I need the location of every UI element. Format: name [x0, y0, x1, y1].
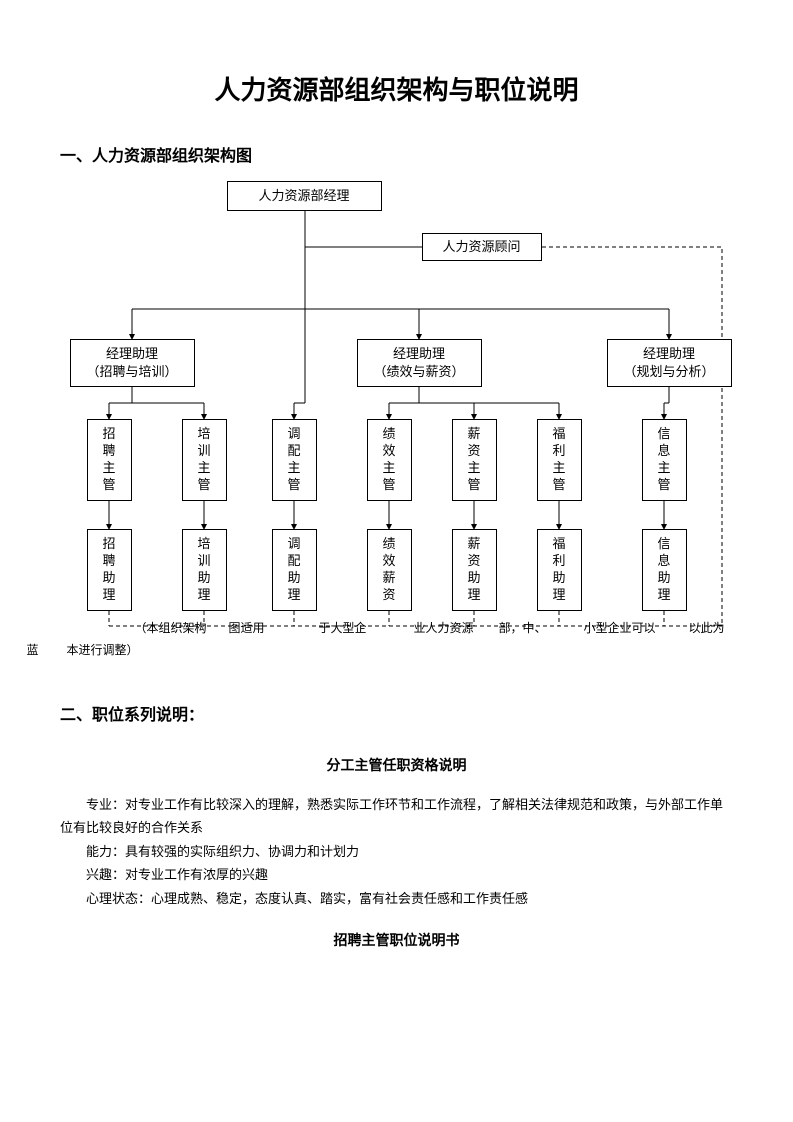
node-assistant-recruit-train: 经理助理 （招聘与培训）: [70, 339, 195, 387]
footnote-frag: 图适用: [229, 619, 265, 636]
footnote-frag: 于大型企: [319, 619, 367, 636]
node-sup-info: 信息主管: [642, 419, 687, 501]
footnote-frag: 本进行调整）: [67, 641, 139, 658]
node-sup-perf: 绩效主管: [367, 419, 412, 501]
node-text-l2: （规划与分析）: [623, 363, 714, 381]
node-hr-consultant: 人力资源顾问: [422, 233, 542, 261]
t: 薪资主管: [467, 426, 480, 494]
qual-line-3: 兴趣：对专业工作有浓厚的兴趣: [60, 863, 733, 886]
node-assistant-perf-pay: 经理助理 （绩效与薪资）: [357, 339, 482, 387]
node-hr-manager: 人力资源部经理: [227, 181, 382, 211]
footnote-frag: 以此为: [689, 619, 725, 636]
t: 信息助理: [657, 536, 670, 604]
footnote-frag: 业人力资源: [414, 619, 474, 636]
node-asst-perf: 绩效薪资: [367, 529, 412, 611]
qual-line-4: 心理状态：心理成熟、稳定，态度认真、踏实，富有社会责任感和工作责任感: [60, 887, 733, 910]
t: 培训助理: [197, 536, 210, 604]
footnote-frag: （本组织架构: [135, 619, 207, 636]
node-sup-welfare: 福利主管: [537, 419, 582, 501]
t: 调配主管: [287, 426, 300, 494]
node-assistant-plan-analysis: 经理助理 （规划与分析）: [607, 339, 732, 387]
t: 福利主管: [552, 426, 565, 494]
node-text-l1: 经理助理: [106, 345, 158, 363]
qualification-heading: 分工主管任职资格说明: [60, 755, 733, 775]
node-asst-train: 培训助理: [182, 529, 227, 611]
node-text: 人力资源部经理: [258, 187, 349, 205]
footnote-frag: 小型企业可以: [584, 619, 656, 636]
section-2-heading: 二、职位系列说明：: [60, 701, 733, 725]
node-text-l1: 经理助理: [393, 345, 445, 363]
section-1-heading: 一、人力资源部组织架构图: [60, 142, 733, 166]
node-sup-recruit: 招聘主管: [87, 419, 132, 501]
node-asst-deploy: 调配助理: [272, 529, 317, 611]
node-sup-deploy: 调配主管: [272, 419, 317, 501]
t: 薪资助理: [467, 536, 480, 604]
t: 招聘主管: [102, 426, 115, 494]
job-spec-heading: 招聘主管职位说明书: [60, 930, 733, 950]
t: 福利助理: [552, 536, 565, 604]
node-text: 人力资源顾问: [442, 238, 520, 256]
t: 绩效主管: [382, 426, 395, 494]
node-text-l1: 经理助理: [643, 345, 695, 363]
node-asst-welfare: 福利助理: [537, 529, 582, 611]
node-asst-recruit: 招聘助理: [87, 529, 132, 611]
t: 招聘助理: [102, 536, 115, 604]
t: 培训主管: [197, 426, 210, 494]
page-title: 人力资源部组织架构与职位说明: [60, 70, 733, 107]
t: 绩效薪资: [382, 536, 395, 604]
node-text-l2: （绩效与薪资）: [373, 363, 464, 381]
qual-line-1: 专业：对专业工作有比较深入的理解，熟悉实际工作环节和工作流程，了解相关法律规范和…: [60, 793, 733, 840]
node-sup-pay: 薪资主管: [452, 419, 497, 501]
org-chart: 人力资源部经理 人力资源顾问 经理助理 （招聘与培训） 经理助理 （绩效与薪资）…: [67, 181, 727, 681]
footnote-frag: 部，中、: [499, 619, 547, 636]
qual-line-2: 能力：具有较强的实际组织力、协调力和计划力: [60, 840, 733, 863]
footnote-frag: 蓝: [27, 641, 39, 658]
node-asst-pay: 薪资助理: [452, 529, 497, 611]
node-asst-info: 信息助理: [642, 529, 687, 611]
t: 信息主管: [657, 426, 670, 494]
t: 调配助理: [287, 536, 300, 604]
node-sup-train: 培训主管: [182, 419, 227, 501]
node-text-l2: （招聘与培训）: [86, 363, 177, 381]
